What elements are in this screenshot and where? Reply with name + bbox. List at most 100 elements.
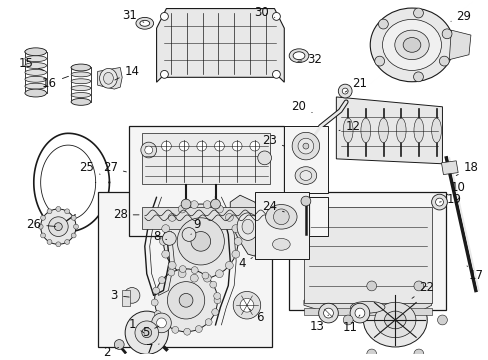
Text: 1: 1 bbox=[128, 318, 144, 333]
Circle shape bbox=[179, 141, 188, 151]
Text: 11: 11 bbox=[342, 315, 359, 334]
Circle shape bbox=[232, 141, 242, 151]
Circle shape bbox=[215, 205, 223, 213]
Circle shape bbox=[151, 313, 171, 333]
Circle shape bbox=[231, 225, 239, 233]
Circle shape bbox=[160, 71, 168, 78]
Circle shape bbox=[41, 233, 45, 238]
Circle shape bbox=[142, 328, 151, 338]
Ellipse shape bbox=[363, 293, 427, 347]
Text: 3: 3 bbox=[110, 289, 129, 302]
Circle shape bbox=[167, 269, 174, 276]
Circle shape bbox=[177, 218, 224, 265]
Text: 22: 22 bbox=[411, 281, 433, 298]
Circle shape bbox=[41, 215, 45, 220]
Circle shape bbox=[73, 224, 78, 229]
Circle shape bbox=[231, 250, 239, 258]
Circle shape bbox=[124, 288, 140, 303]
Circle shape bbox=[190, 201, 198, 208]
Circle shape bbox=[209, 281, 216, 288]
Circle shape bbox=[413, 8, 423, 18]
Circle shape bbox=[214, 141, 224, 151]
Circle shape bbox=[161, 320, 168, 327]
Circle shape bbox=[318, 303, 338, 323]
Text: 21: 21 bbox=[345, 77, 366, 92]
Circle shape bbox=[48, 217, 68, 237]
Circle shape bbox=[342, 88, 347, 94]
Ellipse shape bbox=[395, 118, 405, 143]
Ellipse shape bbox=[242, 219, 253, 234]
Text: 20: 20 bbox=[291, 100, 311, 113]
Ellipse shape bbox=[350, 301, 384, 313]
Ellipse shape bbox=[272, 238, 289, 250]
Circle shape bbox=[195, 325, 202, 333]
Text: 23: 23 bbox=[262, 134, 284, 147]
Bar bbox=[129, 126, 284, 237]
Ellipse shape bbox=[394, 30, 428, 60]
Ellipse shape bbox=[297, 138, 313, 154]
Polygon shape bbox=[98, 67, 122, 89]
Ellipse shape bbox=[25, 83, 46, 89]
Text: 15: 15 bbox=[19, 57, 44, 71]
Bar bbox=[254, 192, 308, 259]
Bar bbox=[98, 192, 272, 347]
Circle shape bbox=[144, 146, 152, 154]
Circle shape bbox=[41, 209, 76, 244]
Circle shape bbox=[56, 207, 61, 211]
Circle shape bbox=[178, 205, 185, 213]
Circle shape bbox=[439, 56, 448, 66]
Ellipse shape bbox=[71, 72, 91, 77]
Bar bbox=[284, 126, 328, 193]
Ellipse shape bbox=[25, 76, 46, 82]
Text: 31: 31 bbox=[122, 9, 143, 22]
Circle shape bbox=[182, 228, 196, 241]
Ellipse shape bbox=[25, 69, 46, 75]
Text: 8: 8 bbox=[153, 230, 166, 243]
Ellipse shape bbox=[103, 72, 113, 84]
Circle shape bbox=[152, 287, 159, 294]
Circle shape bbox=[190, 274, 198, 282]
Ellipse shape bbox=[294, 167, 316, 184]
Ellipse shape bbox=[369, 8, 453, 82]
Circle shape bbox=[343, 315, 352, 325]
Text: 7: 7 bbox=[145, 343, 159, 356]
Ellipse shape bbox=[343, 118, 352, 143]
Circle shape bbox=[161, 141, 171, 151]
Circle shape bbox=[211, 309, 218, 315]
Circle shape bbox=[349, 303, 369, 323]
Circle shape bbox=[163, 204, 238, 279]
Circle shape bbox=[64, 239, 69, 244]
Text: 17: 17 bbox=[466, 266, 482, 282]
Circle shape bbox=[54, 223, 62, 230]
Circle shape bbox=[233, 292, 260, 319]
Circle shape bbox=[125, 311, 168, 354]
Ellipse shape bbox=[300, 171, 311, 180]
Ellipse shape bbox=[265, 204, 296, 229]
Circle shape bbox=[225, 213, 233, 221]
Circle shape bbox=[178, 270, 185, 278]
Circle shape bbox=[413, 349, 423, 359]
Circle shape bbox=[47, 239, 52, 244]
Circle shape bbox=[214, 297, 221, 304]
Ellipse shape bbox=[237, 213, 258, 240]
Circle shape bbox=[47, 209, 52, 214]
Polygon shape bbox=[304, 207, 431, 303]
Circle shape bbox=[366, 349, 376, 359]
Circle shape bbox=[64, 209, 69, 214]
Polygon shape bbox=[304, 308, 431, 315]
Ellipse shape bbox=[382, 19, 441, 71]
Circle shape bbox=[154, 311, 161, 318]
Ellipse shape bbox=[71, 86, 91, 91]
Text: 28: 28 bbox=[113, 208, 139, 221]
Circle shape bbox=[114, 339, 124, 350]
Circle shape bbox=[162, 231, 176, 245]
Text: 12: 12 bbox=[338, 120, 360, 133]
Text: 29: 29 bbox=[450, 10, 470, 23]
Circle shape bbox=[158, 277, 165, 284]
Text: 10: 10 bbox=[446, 181, 465, 195]
Ellipse shape bbox=[71, 64, 91, 71]
Ellipse shape bbox=[413, 118, 423, 143]
Text: 5: 5 bbox=[142, 326, 159, 339]
Circle shape bbox=[378, 19, 387, 29]
Circle shape bbox=[159, 238, 167, 245]
